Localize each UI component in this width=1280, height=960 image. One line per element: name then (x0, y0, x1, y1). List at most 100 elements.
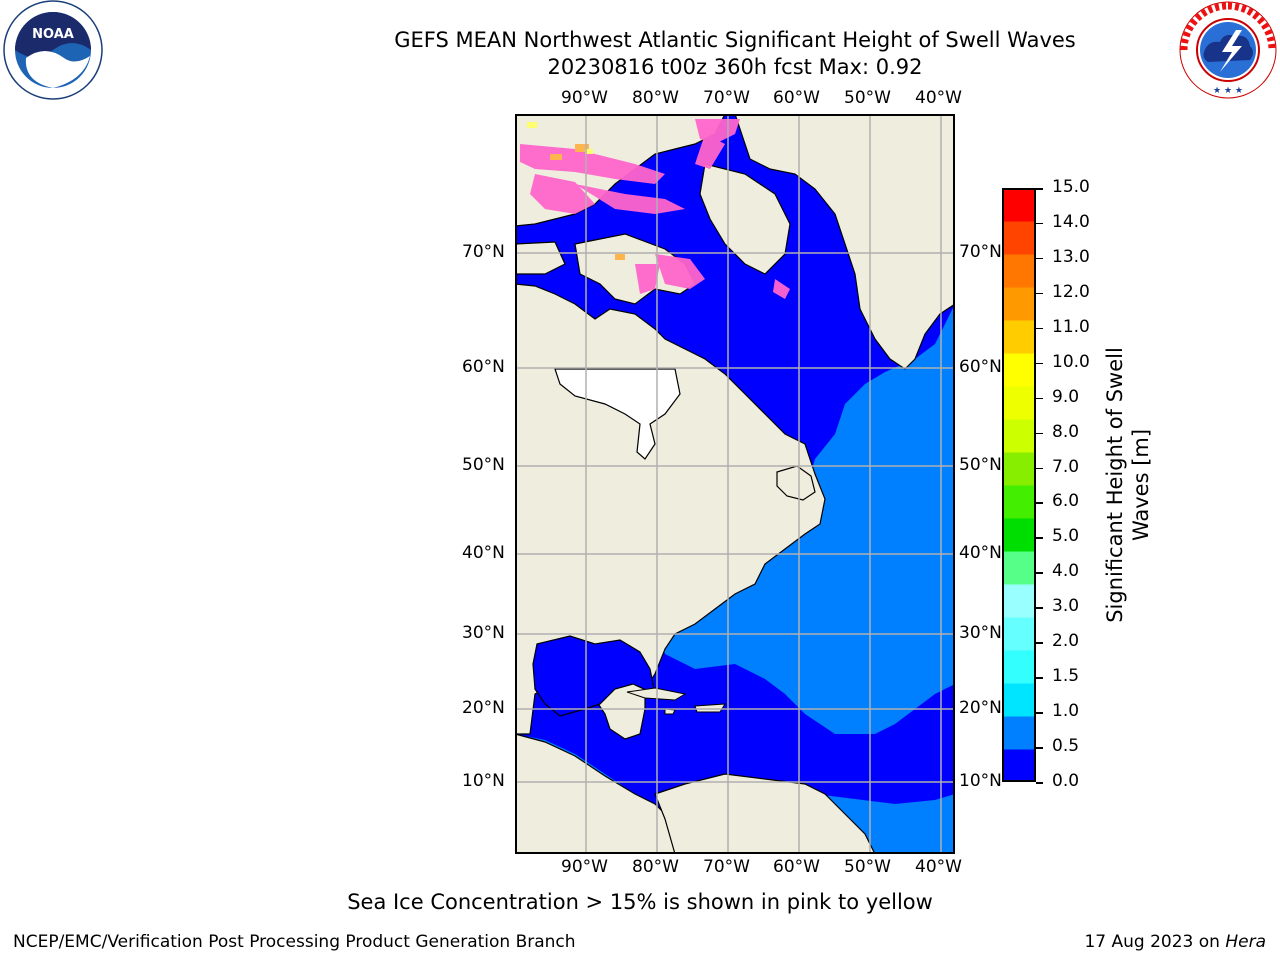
colorbar-tick-mark (1036, 292, 1043, 295)
colorbar-tick-mark (1036, 642, 1043, 644)
colorbar-tick-label: 8.0 (1052, 421, 1080, 442)
lat-label-left-10n: 10°N (462, 771, 505, 791)
lon-label-top-50w: 50°W (844, 88, 891, 108)
colorbar-tick-mark (1036, 467, 1043, 470)
lat-label-right-60n: 60°N (959, 357, 1002, 377)
lat-label-right-70n: 70°N (959, 242, 1002, 262)
colorbar-tick-mark (1036, 747, 1043, 749)
colorbar-tick-label: 0.0 (1052, 771, 1080, 791)
footer-branch: NCEP/EMC/Verification Post Processing Pr… (13, 932, 576, 952)
lon-label-top-70w: 70°W (703, 88, 750, 108)
svg-text:NOAA: NOAA (32, 27, 74, 42)
noaa-logo: NOAA (3, 0, 103, 100)
colorbar-tick-mark (1036, 537, 1043, 539)
colorbar-tick-label: 0.5 (1052, 736, 1080, 757)
colorbar-bin (1002, 485, 1036, 519)
lat-label-left-20n: 20°N (462, 698, 505, 718)
colorbar-tick-mark (1036, 712, 1043, 714)
colorbar-tick-label: 12.0 (1052, 281, 1090, 302)
colorbar-bin (1002, 386, 1036, 420)
colorbar-bin (1002, 188, 1036, 222)
colorbar-bin (1002, 749, 1036, 782)
nws-logo: ★ ★ ★ (1179, 1, 1277, 99)
colorbar-tick-mark (1036, 782, 1043, 784)
colorbar-bin (1002, 551, 1036, 585)
colorbar-bin (1002, 221, 1036, 255)
lat-label-right-20n: 20°N (959, 698, 1002, 718)
colorbar-tick-label: 4.0 (1052, 561, 1080, 582)
colorbar-bin (1002, 452, 1036, 486)
land-greenland (734, 114, 955, 370)
colorbar-tick-mark (1036, 362, 1043, 365)
colorbar-tick-mark (1036, 188, 1043, 190)
lat-label-right-10n: 10°N (959, 771, 1002, 791)
lat-label-right-50n: 50°N (959, 455, 1002, 475)
colorbar-tick-mark (1036, 502, 1043, 504)
lat-label-right-30n: 30°N (959, 623, 1002, 643)
land-south-america (515, 733, 696, 854)
colorbar-tick-label: 14.0 (1052, 211, 1090, 232)
colorbar-bin (1002, 353, 1036, 387)
gulf-of-mexico (532, 635, 656, 717)
colorbar-bin (1002, 320, 1036, 354)
colorbar-tick-label: 10.0 (1052, 351, 1090, 372)
colorbar-label-line2: Waves [m] (1129, 428, 1153, 542)
lon-label-bottom-40w: 40°W (915, 857, 962, 877)
colorbar-bin (1002, 287, 1036, 321)
lon-label-top-90w: 90°W (561, 88, 608, 108)
colorbar-tick-label: 7.0 (1052, 456, 1080, 477)
colorbar-tick-label: 5.0 (1052, 526, 1080, 547)
lon-label-top-60w: 60°W (773, 88, 820, 108)
colorbar-tick-label: 3.0 (1052, 596, 1080, 617)
colorbar-tick-label: 1.5 (1052, 666, 1080, 687)
lon-label-bottom-80w: 80°W (632, 857, 679, 877)
colorbar-bin (1002, 254, 1036, 288)
map-gridlines (515, 114, 955, 854)
colorbar-tick-label: 9.0 (1052, 386, 1080, 407)
lon-label-bottom-90w: 90°W (561, 857, 608, 877)
colorbar-bin (1002, 683, 1036, 717)
lat-label-right-40n: 40°N (959, 543, 1002, 563)
lon-label-top-80w: 80°W (632, 88, 679, 108)
lon-label-bottom-70w: 70°W (703, 857, 750, 877)
colorbar-tick-mark (1036, 677, 1043, 679)
lat-label-left-70n: 70°N (462, 242, 505, 262)
colorbar-bin (1002, 617, 1036, 651)
map-title: GEFS MEAN Northwest Atlantic Significant… (394, 28, 1076, 52)
colorbar-tick-label: 6.0 (1052, 491, 1080, 512)
colorbar-tick-mark (1036, 327, 1043, 330)
map-plot (515, 114, 955, 854)
footer-timestamp: 17 Aug 2023 on Hera (1084, 932, 1266, 952)
colorbar-tick-mark (1036, 257, 1043, 260)
colorbar-tick-label: 11.0 (1052, 316, 1090, 337)
map-subtitle: 20230816 t00z 360h fcst Max: 0.92 (547, 55, 923, 79)
colorbar-bin (1002, 716, 1036, 750)
colorbar-tick-label: 1.0 (1052, 701, 1080, 722)
colorbar-tick-mark (1036, 397, 1043, 400)
lat-label-left-40n: 40°N (462, 543, 505, 563)
colorbar-tick-label: 15.0 (1052, 177, 1090, 197)
lat-label-left-50n: 50°N (462, 455, 505, 475)
colorbar-tick-mark (1036, 607, 1043, 609)
sea-ice (520, 119, 790, 299)
footer-date: 17 Aug 2023 on (1084, 932, 1220, 952)
colorbar-tick-mark (1036, 572, 1043, 574)
colorbar-bin (1002, 419, 1036, 453)
colorbar-bin (1002, 650, 1036, 684)
colorbar-border (1002, 188, 1036, 782)
lon-label-bottom-50w: 50°W (844, 857, 891, 877)
svg-text:★ ★ ★: ★ ★ ★ (1213, 86, 1243, 96)
colorbar-label-line1: Significant Height of Swell (1103, 347, 1127, 623)
lat-label-left-30n: 30°N (462, 623, 505, 643)
colorbar-tick-label: 2.0 (1052, 631, 1080, 652)
colorbar-tick-label: 13.0 (1052, 246, 1090, 267)
colorbar-bin (1002, 584, 1036, 618)
colorbar-tick-mark (1036, 222, 1043, 225)
footer-machine: Hera (1225, 932, 1266, 952)
lat-label-left-60n: 60°N (462, 357, 505, 377)
colorbar-tick-mark (1036, 432, 1043, 435)
lon-label-top-40w: 40°W (915, 88, 962, 108)
colorbar (1002, 188, 1036, 782)
colorbar-bin (1002, 518, 1036, 552)
sea-ice-caption: Sea Ice Concentration > 15% is shown in … (347, 890, 933, 914)
